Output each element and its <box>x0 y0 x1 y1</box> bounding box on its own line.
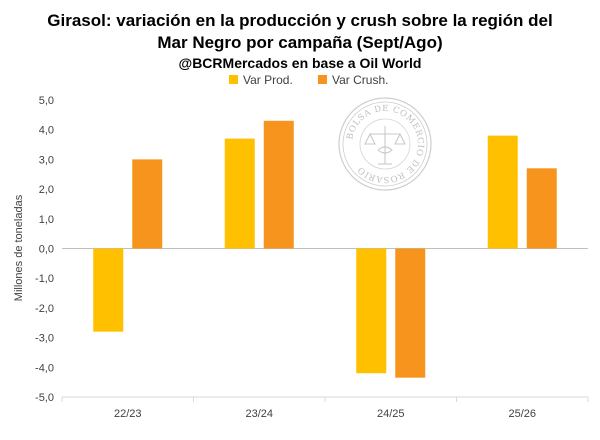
bar-crush-23-24 <box>263 120 294 249</box>
bars-group <box>93 120 557 378</box>
x-axis-labels: 22/23 23/24 24/25 25/26 <box>114 408 536 420</box>
x-tick-label: 22/23 <box>114 408 142 420</box>
legend-swatch-crush <box>318 75 327 84</box>
y-tick-label: -3,0 <box>35 333 54 345</box>
legend: Var Prod. Var Crush. <box>229 73 388 87</box>
bar-crush-22-23 <box>132 159 163 249</box>
x-tick-label: 25/26 <box>508 408 536 420</box>
chart-title-line-2: Mar Negro por campaña (Sept/Ago) <box>157 33 442 52</box>
bar-crush-25-26 <box>526 168 557 249</box>
y-tick-label: -4,0 <box>35 362 54 374</box>
x-tick-label: 23/24 <box>245 408 273 420</box>
bar-prod-22-23 <box>93 248 124 332</box>
bar-crush-24-25 <box>395 248 426 378</box>
y-tick-label: 4,0 <box>39 125 54 137</box>
y-tick-label: -5,0 <box>35 392 54 404</box>
chart-subtitle: @BCRMercados en base a Oil World <box>179 55 422 71</box>
y-tick-label: 1,0 <box>39 214 54 226</box>
y-tick-label: 3,0 <box>39 154 54 166</box>
bcr-seal-watermark: BOLSA DE COMERCIO DE ROSARIO <box>338 97 432 191</box>
y-axis-title: Millones de toneladas <box>13 194 25 301</box>
legend-swatch-prod <box>229 75 238 84</box>
y-tick-label: 0,0 <box>39 244 54 256</box>
y-tick-label: 2,0 <box>39 184 54 196</box>
seal-outer-ring <box>338 97 432 191</box>
y-tick-label: -1,0 <box>35 273 54 285</box>
bar-prod-24-25 <box>356 248 387 374</box>
y-axis-ticks: -5,0 -4,0 -3,0 -2,0 -1,0 0,0 1,0 2,0 3,0 4,0 5,0 <box>35 95 54 404</box>
seal-emblem <box>364 126 406 165</box>
x-tick-label: 24/25 <box>377 408 405 420</box>
seal-inner-ring <box>342 101 428 187</box>
legend-label-prod: Var Prod. <box>243 73 293 87</box>
chart-title-line-1: Girasol: variación en la producción y cr… <box>47 11 552 30</box>
bar-prod-25-26 <box>487 135 518 249</box>
y-tick-label: 5,0 <box>39 95 54 107</box>
y-tick-label: -2,0 <box>35 303 54 315</box>
seal-center-ring <box>359 118 411 170</box>
category-separators <box>61 397 589 402</box>
bar-prod-23-24 <box>224 138 255 249</box>
legend-label-crush: Var Crush. <box>332 73 388 87</box>
